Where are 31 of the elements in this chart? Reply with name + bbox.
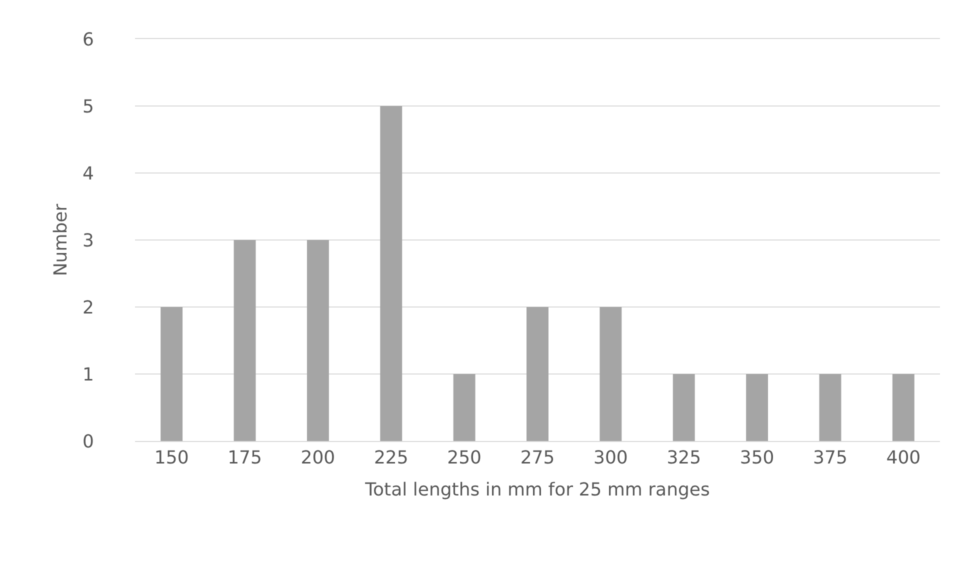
x-tick-label: 400 [886,448,921,469]
x-tick-label: 350 [740,448,774,469]
x-tick-label: 175 [228,448,262,469]
y-tick-label: 3 [82,230,94,252]
x-tick-label: 325 [666,448,702,469]
y-tick-label: 4 [82,163,94,184]
bar [600,307,622,441]
y-tick-label: 5 [82,96,94,118]
bar [453,374,476,441]
bar [819,374,842,441]
bar [892,374,914,441]
y-tick-label: 0 [82,431,94,452]
y-axis-title: Number [50,203,72,276]
y-tick-label: 1 [82,364,94,386]
x-tick-label: 150 [154,448,189,469]
y-tick-label: 6 [82,29,94,50]
x-tick-label: 250 [447,448,482,469]
x-tick-label: 200 [300,448,336,469]
bar [306,240,329,441]
bar [526,307,548,441]
bar [672,374,695,441]
bar [746,374,768,441]
x-tick-label: 300 [594,448,628,469]
bar [160,307,183,441]
x-axis-title: Total lengths in mm for 25 mm ranges [364,480,710,501]
x-tick-label: 375 [813,448,848,469]
bar [234,240,256,441]
bar [380,106,402,441]
y-tick-label: 2 [82,297,94,318]
x-tick-label: 275 [520,448,555,469]
x-tick-label: 225 [374,448,408,469]
